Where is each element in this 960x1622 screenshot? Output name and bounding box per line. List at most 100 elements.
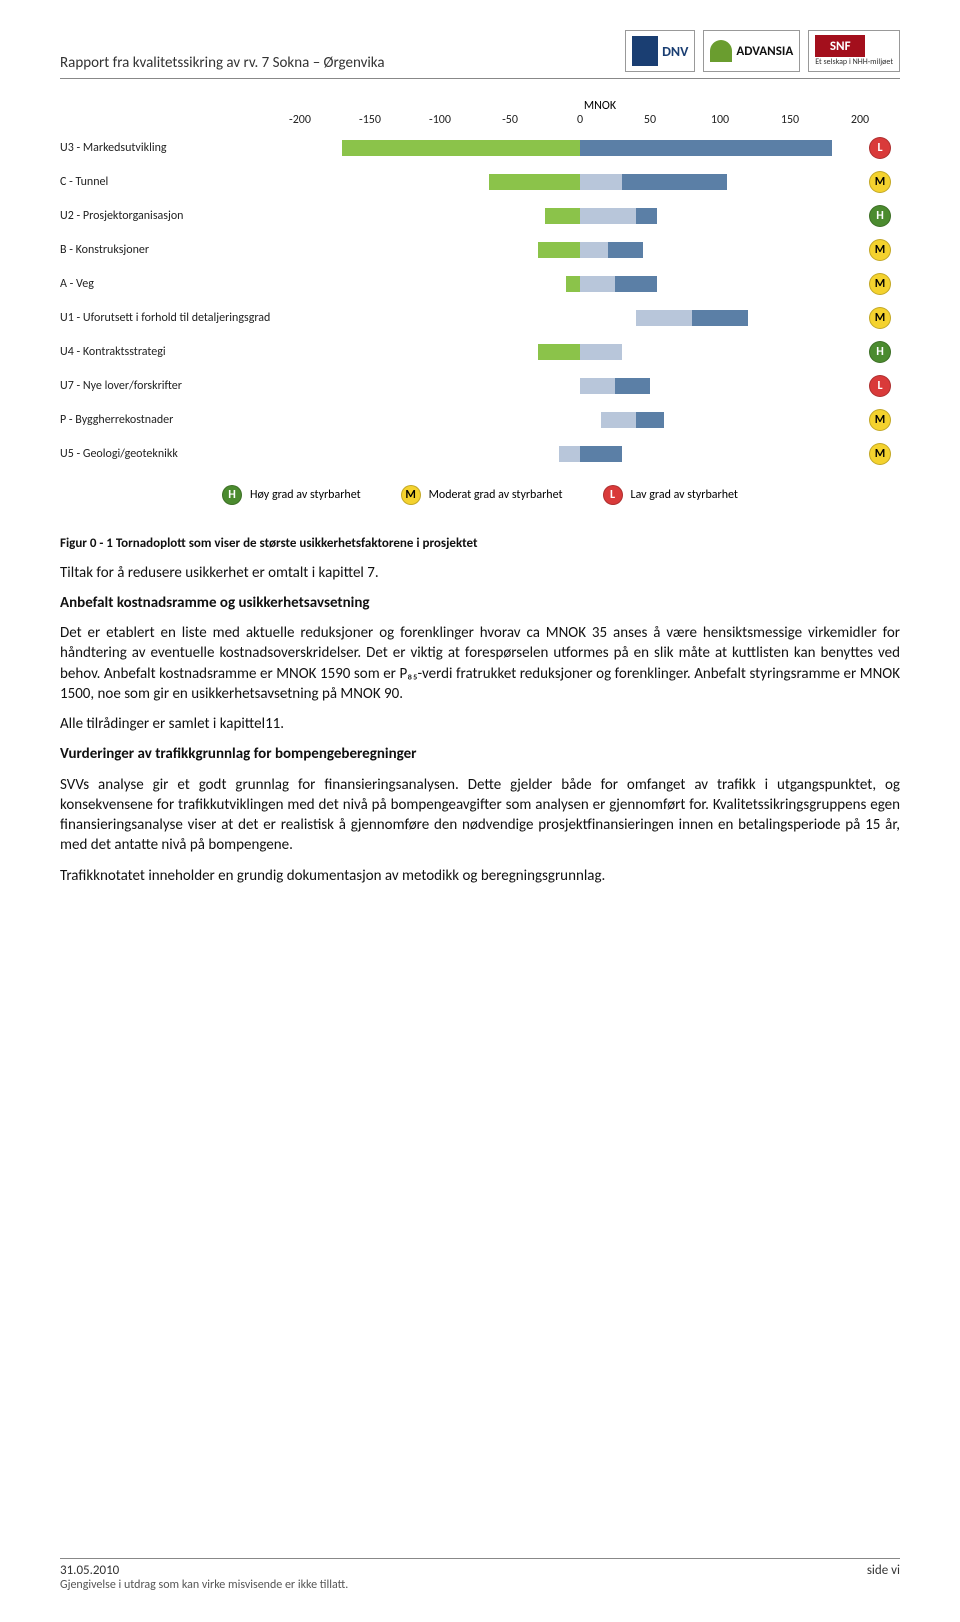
- chart-row: U2 - ProsjektorganisasjonH: [60, 199, 900, 233]
- steer-badge: M: [869, 409, 891, 431]
- body-text: Figur 0 - 1 Tornadoplott som viser de st…: [60, 535, 900, 886]
- chart-row-label: A - Veg: [60, 277, 300, 291]
- chart-bar-area: [300, 233, 860, 267]
- legend-badge: L: [603, 485, 623, 505]
- chart-row: U3 - Markedsutvikling L: [60, 131, 900, 165]
- chart-bar-segment: [580, 140, 832, 156]
- chart-row-label: U3 - Markedsutvikling: [60, 141, 300, 155]
- chart-row: P - Byggherrekostnader M: [60, 403, 900, 437]
- chart-bar-segment: [580, 276, 615, 292]
- steer-badge: M: [869, 443, 891, 465]
- axis-tick: 100: [711, 113, 729, 127]
- chart-bar-area: [300, 131, 860, 165]
- chart-bar-area: [300, 335, 860, 369]
- chart-bar-segment: [601, 412, 636, 428]
- logo-snf-sub: Et selskap i NHH-miljøet: [815, 57, 893, 67]
- axis-tick: 0: [577, 113, 583, 127]
- legend-label: Moderat grad av styrbarhet: [429, 488, 563, 502]
- chart-row-label: P - Byggherrekostnader: [60, 413, 300, 427]
- legend-item: L Lav grad av styrbarhet: [603, 485, 738, 505]
- chart-bar-segment: [580, 208, 636, 224]
- chart-row-label: C - Tunnel: [60, 175, 300, 189]
- footer-note: Gjengivelse i utdrag som kan virke misvi…: [60, 1578, 348, 1592]
- chart-bar-segment: [580, 344, 622, 360]
- chart-bar-segment: [636, 412, 664, 428]
- page-footer: 31.05.2010 Gjengivelse i utdrag som kan …: [60, 1558, 900, 1592]
- chart-row: U4 - Kontraktsstrategi H: [60, 335, 900, 369]
- page-header: Rapport fra kvalitetssikring av rv. 7 So…: [60, 30, 900, 79]
- legend-badge: H: [222, 485, 242, 505]
- chart-row-label: U7 - Nye lover/forskrifter: [60, 379, 300, 393]
- chart-row: U5 - Geologi/geoteknikk M: [60, 437, 900, 471]
- chart-bar-area: [300, 403, 860, 437]
- chart-row-label: U5 - Geologi/geoteknikk: [60, 447, 300, 461]
- chart-row: U1 - Uforutsett i forhold til detaljerin…: [60, 301, 900, 335]
- axis-tick: 50: [644, 113, 656, 127]
- logo-dnv-text: DNV: [662, 43, 688, 60]
- steer-badge: H: [869, 341, 891, 363]
- chart-body: U3 - MarkedsutviklingLC - TunnelMU2 - Pr…: [60, 131, 900, 471]
- chart-bar-area: [300, 199, 860, 233]
- chart-bar-segment: [342, 140, 580, 156]
- chart-bar-area: [300, 267, 860, 301]
- axis-tick: 150: [781, 113, 799, 127]
- chart-row: A - Veg M: [60, 267, 900, 301]
- chart-bar-segment: [692, 310, 748, 326]
- logo-advansia-text: ADVANSIA: [736, 44, 793, 59]
- subheading: Anbefalt kostnadsramme og usikkerhetsavs…: [60, 593, 900, 613]
- anchor-icon: [632, 36, 658, 66]
- figure-caption: Figur 0 - 1 Tornadoplott som viser de st…: [60, 535, 900, 553]
- legend-item: M Moderat grad av styrbarhet: [401, 485, 563, 505]
- chart-bar-segment: [636, 310, 692, 326]
- paragraph: Tiltak for å redusere usikkerhet er omta…: [60, 563, 900, 583]
- paragraph: Alle tilrådinger er samlet i kapittel11.: [60, 714, 900, 734]
- chart-bar-segment: [545, 208, 580, 224]
- paragraph: Trafikknotatet inneholder en grundig dok…: [60, 866, 900, 886]
- chart-bar-segment: [538, 242, 580, 258]
- chart-bar-segment: [538, 344, 580, 360]
- subheading: Vurderinger av trafikkgrunnlag for bompe…: [60, 744, 900, 764]
- chart-bar-area: [300, 301, 860, 335]
- chart-row-label: U4 - Kontraktsstrategi: [60, 345, 300, 359]
- chart-bar-area: [300, 165, 860, 199]
- header-title: Rapport fra kvalitetssikring av rv. 7 So…: [60, 54, 385, 72]
- chart-bar-area: [300, 437, 860, 471]
- steer-badge: L: [869, 137, 891, 159]
- chart-bar-segment: [580, 174, 622, 190]
- chart-axis-title: MNOK: [300, 99, 900, 113]
- paragraph: SVVs analyse gir et godt grunnlag for fi…: [60, 775, 900, 856]
- chart-row: U7 - Nye lover/forskrifter L: [60, 369, 900, 403]
- tornado-chart: MNOK -200-150-100-50050100150200 U3 - Ma…: [60, 99, 900, 505]
- chart-bar-area: [300, 369, 860, 403]
- logo-snf: SNF Et selskap i NHH-miljøet: [808, 30, 900, 72]
- paragraph: Det er etablert en liste med aktuelle re…: [60, 623, 900, 704]
- chart-bar-segment: [489, 174, 580, 190]
- steer-badge: M: [869, 273, 891, 295]
- footer-date: 31.05.2010: [60, 1563, 119, 1578]
- chart-bar-segment: [580, 446, 622, 462]
- axis-tick: -50: [502, 113, 518, 127]
- chart-bar-segment: [608, 242, 643, 258]
- steer-badge: M: [869, 239, 891, 261]
- footer-page: side vi: [867, 1563, 900, 1592]
- axis-tick: -150: [359, 113, 381, 127]
- chart-bar-segment: [566, 276, 580, 292]
- chart-row-label: U2 - Prosjektorganisasjon: [60, 209, 300, 223]
- header-logos: DNV ADVANSIA SNF Et selskap i NHH-miljøe…: [625, 30, 900, 72]
- legend-label: Høy grad av styrbarhet: [250, 488, 361, 502]
- chart-bar-segment: [636, 208, 657, 224]
- axis-tick: -200: [289, 113, 311, 127]
- chart-bar-segment: [615, 276, 657, 292]
- steer-badge: L: [869, 375, 891, 397]
- logo-snf-text: SNF: [815, 35, 865, 57]
- leaf-icon: [710, 40, 732, 62]
- chart-row: B - KonstruksjonerM: [60, 233, 900, 267]
- chart-bar-segment: [580, 378, 615, 394]
- legend-label: Lav grad av styrbarhet: [631, 488, 738, 502]
- legend-badge: M: [401, 485, 421, 505]
- chart-bar-segment: [615, 378, 650, 394]
- chart-legend: H Høy grad av styrbarhet M Moderat grad av …: [60, 485, 900, 505]
- chart-row: C - TunnelM: [60, 165, 900, 199]
- logo-advansia: ADVANSIA: [703, 30, 800, 72]
- steer-badge: M: [869, 307, 891, 329]
